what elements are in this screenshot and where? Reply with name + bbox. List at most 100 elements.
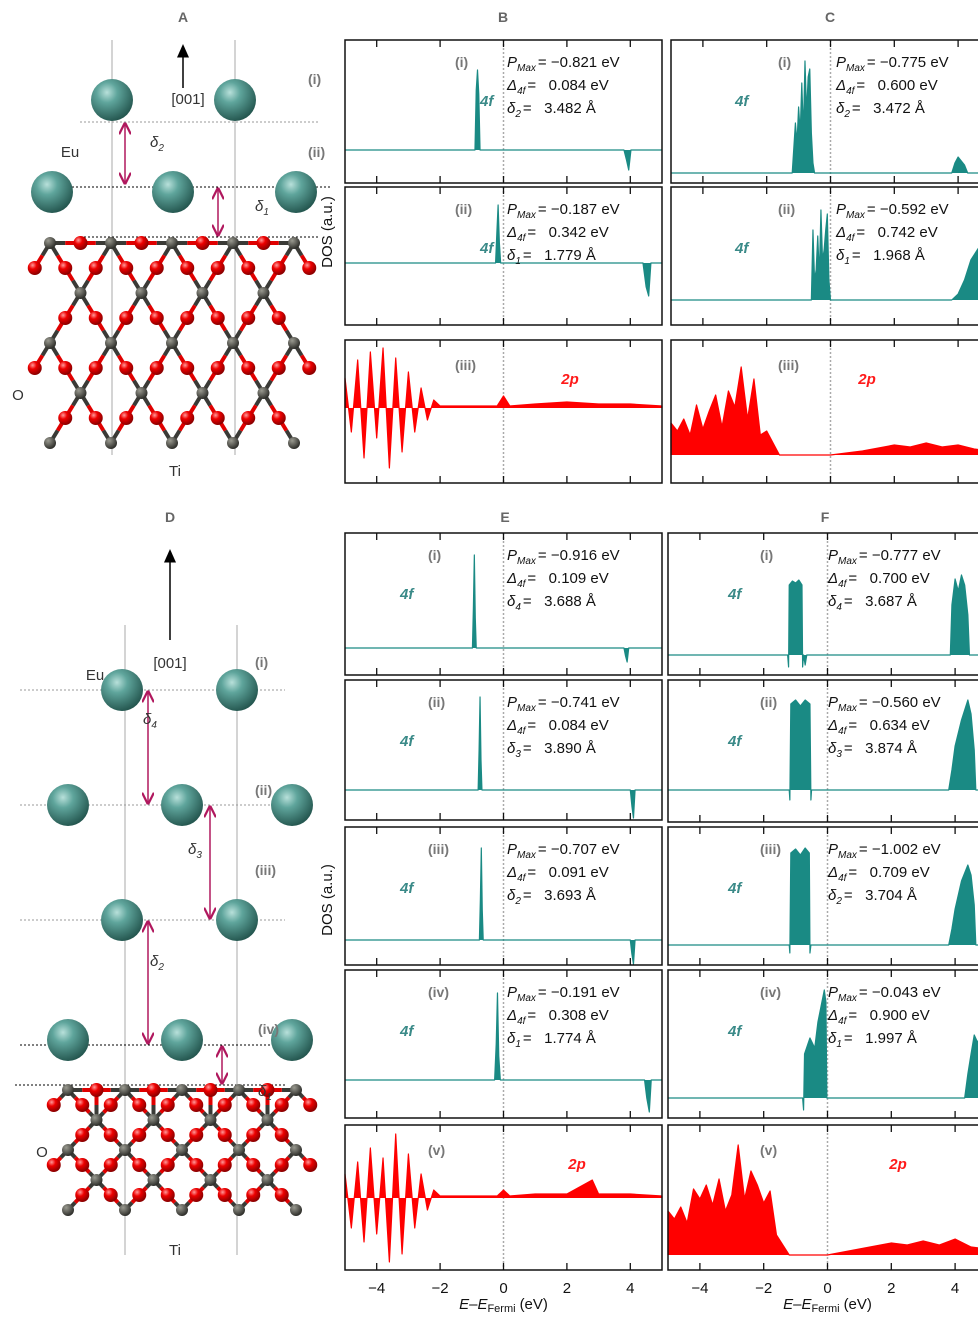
annotation-value: = −0.741 eV bbox=[538, 694, 620, 711]
titanium-atom bbox=[205, 1174, 217, 1186]
oxygen-atom bbox=[272, 311, 286, 325]
dos-curve bbox=[345, 848, 662, 964]
subscript: 4f bbox=[838, 873, 848, 884]
orbital-label: 2p bbox=[857, 371, 876, 388]
annotation-value: = 0.084 eV bbox=[527, 717, 608, 734]
panel-label: C bbox=[825, 9, 835, 25]
x-tick-label: 2 bbox=[563, 1280, 571, 1297]
titanium-atom bbox=[290, 1144, 302, 1156]
oxygen-atom bbox=[150, 361, 164, 375]
annotation-value: = 3.688 Å bbox=[523, 593, 596, 610]
europium-atom bbox=[161, 1019, 203, 1061]
oxygen-atom bbox=[161, 1128, 175, 1142]
oxygen-atom bbox=[246, 1128, 260, 1142]
annotation: PMax= −0.592 eV bbox=[836, 201, 949, 221]
species-label: O bbox=[36, 1144, 48, 1161]
subplot-label: (ii) bbox=[778, 201, 795, 217]
y-axis-label: DOS (a.u.) bbox=[319, 196, 336, 268]
titanium-atom bbox=[176, 1144, 188, 1156]
annotation-value: = 0.308 eV bbox=[527, 1007, 608, 1024]
page: A[001](i)(ii)EuOTiδ2δ1D[001](i)(ii)(iii)… bbox=[0, 0, 978, 1317]
titanium-atom bbox=[233, 1084, 245, 1096]
oxygen-atom bbox=[104, 1128, 118, 1142]
titanium-atom bbox=[136, 387, 148, 399]
symbol: Δ bbox=[835, 77, 846, 94]
oxygen-atom bbox=[272, 261, 286, 275]
x-label-unit: (eV) bbox=[520, 1296, 548, 1313]
europium-atom bbox=[47, 1019, 89, 1061]
oxygen-atom bbox=[275, 1098, 289, 1112]
oxygen-atom bbox=[28, 261, 42, 275]
annotation: δ4= 3.687 Å bbox=[828, 593, 917, 613]
subscript: 2 bbox=[514, 109, 521, 120]
symbol: P bbox=[507, 841, 517, 858]
annotation-value: = 3.890 Å bbox=[523, 740, 596, 757]
oxygen-atom bbox=[74, 236, 88, 250]
oxygen-atom bbox=[275, 1128, 289, 1142]
oxygen-atom bbox=[104, 1188, 118, 1202]
subscript: 1 bbox=[844, 256, 850, 267]
dos-curve bbox=[668, 700, 978, 800]
titanium-atom bbox=[44, 437, 56, 449]
species-label: Ti bbox=[169, 463, 181, 480]
oxygen-atom bbox=[180, 261, 194, 275]
symbol: Δ bbox=[827, 1007, 838, 1024]
oxygen-atom bbox=[58, 361, 72, 375]
x-tick-label: −4 bbox=[691, 1280, 708, 1297]
annotation: Δ4f= 0.109 eV bbox=[506, 570, 609, 590]
oxygen-atom bbox=[241, 361, 255, 375]
titanium-atom bbox=[105, 337, 117, 349]
species-label: Eu bbox=[86, 667, 104, 684]
subplot-label: (i) bbox=[760, 547, 773, 563]
titanium-atom bbox=[227, 237, 239, 249]
subplot-label: (ii) bbox=[428, 694, 445, 710]
europium-atom bbox=[91, 79, 133, 121]
annotation: PMax= −0.741 eV bbox=[507, 694, 620, 714]
symbol: P bbox=[507, 201, 517, 218]
species-label: O bbox=[12, 387, 24, 404]
annotation: δ1= 1.997 Å bbox=[828, 1030, 917, 1050]
annotation: Δ4f= 0.700 eV bbox=[827, 570, 930, 590]
oxygen-atom bbox=[58, 311, 72, 325]
annotation-value: = −0.187 eV bbox=[538, 201, 620, 218]
annotation: Δ4f= 0.742 eV bbox=[835, 224, 938, 244]
titanium-atom bbox=[288, 437, 300, 449]
orbital-label: 4f bbox=[727, 586, 743, 603]
subplot-label: (iii) bbox=[778, 357, 799, 373]
oxygen-atom bbox=[218, 1098, 232, 1112]
titanium-atom bbox=[205, 1114, 217, 1126]
subscript: Max bbox=[517, 63, 537, 74]
subscript: 4 bbox=[515, 602, 521, 613]
symbol: P bbox=[507, 547, 517, 564]
oxygen-atom bbox=[47, 1158, 61, 1172]
dos-curve bbox=[668, 575, 978, 667]
subscript: Max bbox=[838, 993, 858, 1004]
annotation: PMax= −0.775 eV bbox=[836, 54, 949, 74]
annotation-value: = 1.779 Å bbox=[523, 247, 596, 264]
oxygen-atom bbox=[75, 1128, 89, 1142]
annotation-value: = 1.997 Å bbox=[844, 1030, 917, 1047]
subscript: 1 bbox=[836, 1039, 842, 1050]
oxygen-atom bbox=[189, 1188, 203, 1202]
orbital-label: 4f bbox=[727, 880, 743, 897]
oxygen-atom bbox=[218, 1128, 232, 1142]
oxygen-atom bbox=[147, 1083, 161, 1097]
oxygen-atom bbox=[28, 361, 42, 375]
titanium-atom bbox=[91, 1114, 103, 1126]
oxygen-atom bbox=[211, 311, 225, 325]
subscript: 4f bbox=[517, 579, 527, 590]
subscript: 2 bbox=[157, 962, 164, 973]
oxygen-atom bbox=[272, 411, 286, 425]
subscript: 1 bbox=[515, 1039, 521, 1050]
subscript: 4f bbox=[846, 86, 856, 97]
oxygen-atom bbox=[104, 1158, 118, 1172]
oxygen-atom bbox=[218, 1158, 232, 1172]
panel-label: E bbox=[500, 509, 509, 525]
oxygen-atom bbox=[302, 361, 316, 375]
oxygen-atom bbox=[204, 1083, 218, 1097]
oxygen-atom bbox=[241, 311, 255, 325]
subplot-label: (v) bbox=[760, 1142, 777, 1158]
subscript: 3 bbox=[836, 749, 842, 760]
subscript: 4f bbox=[838, 579, 848, 590]
x-axis-label: E–EFermi(eV) bbox=[783, 1296, 872, 1315]
